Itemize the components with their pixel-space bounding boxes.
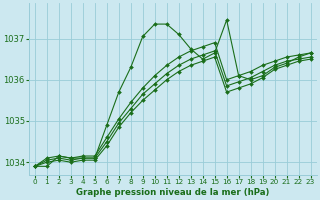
X-axis label: Graphe pression niveau de la mer (hPa): Graphe pression niveau de la mer (hPa)	[76, 188, 269, 197]
